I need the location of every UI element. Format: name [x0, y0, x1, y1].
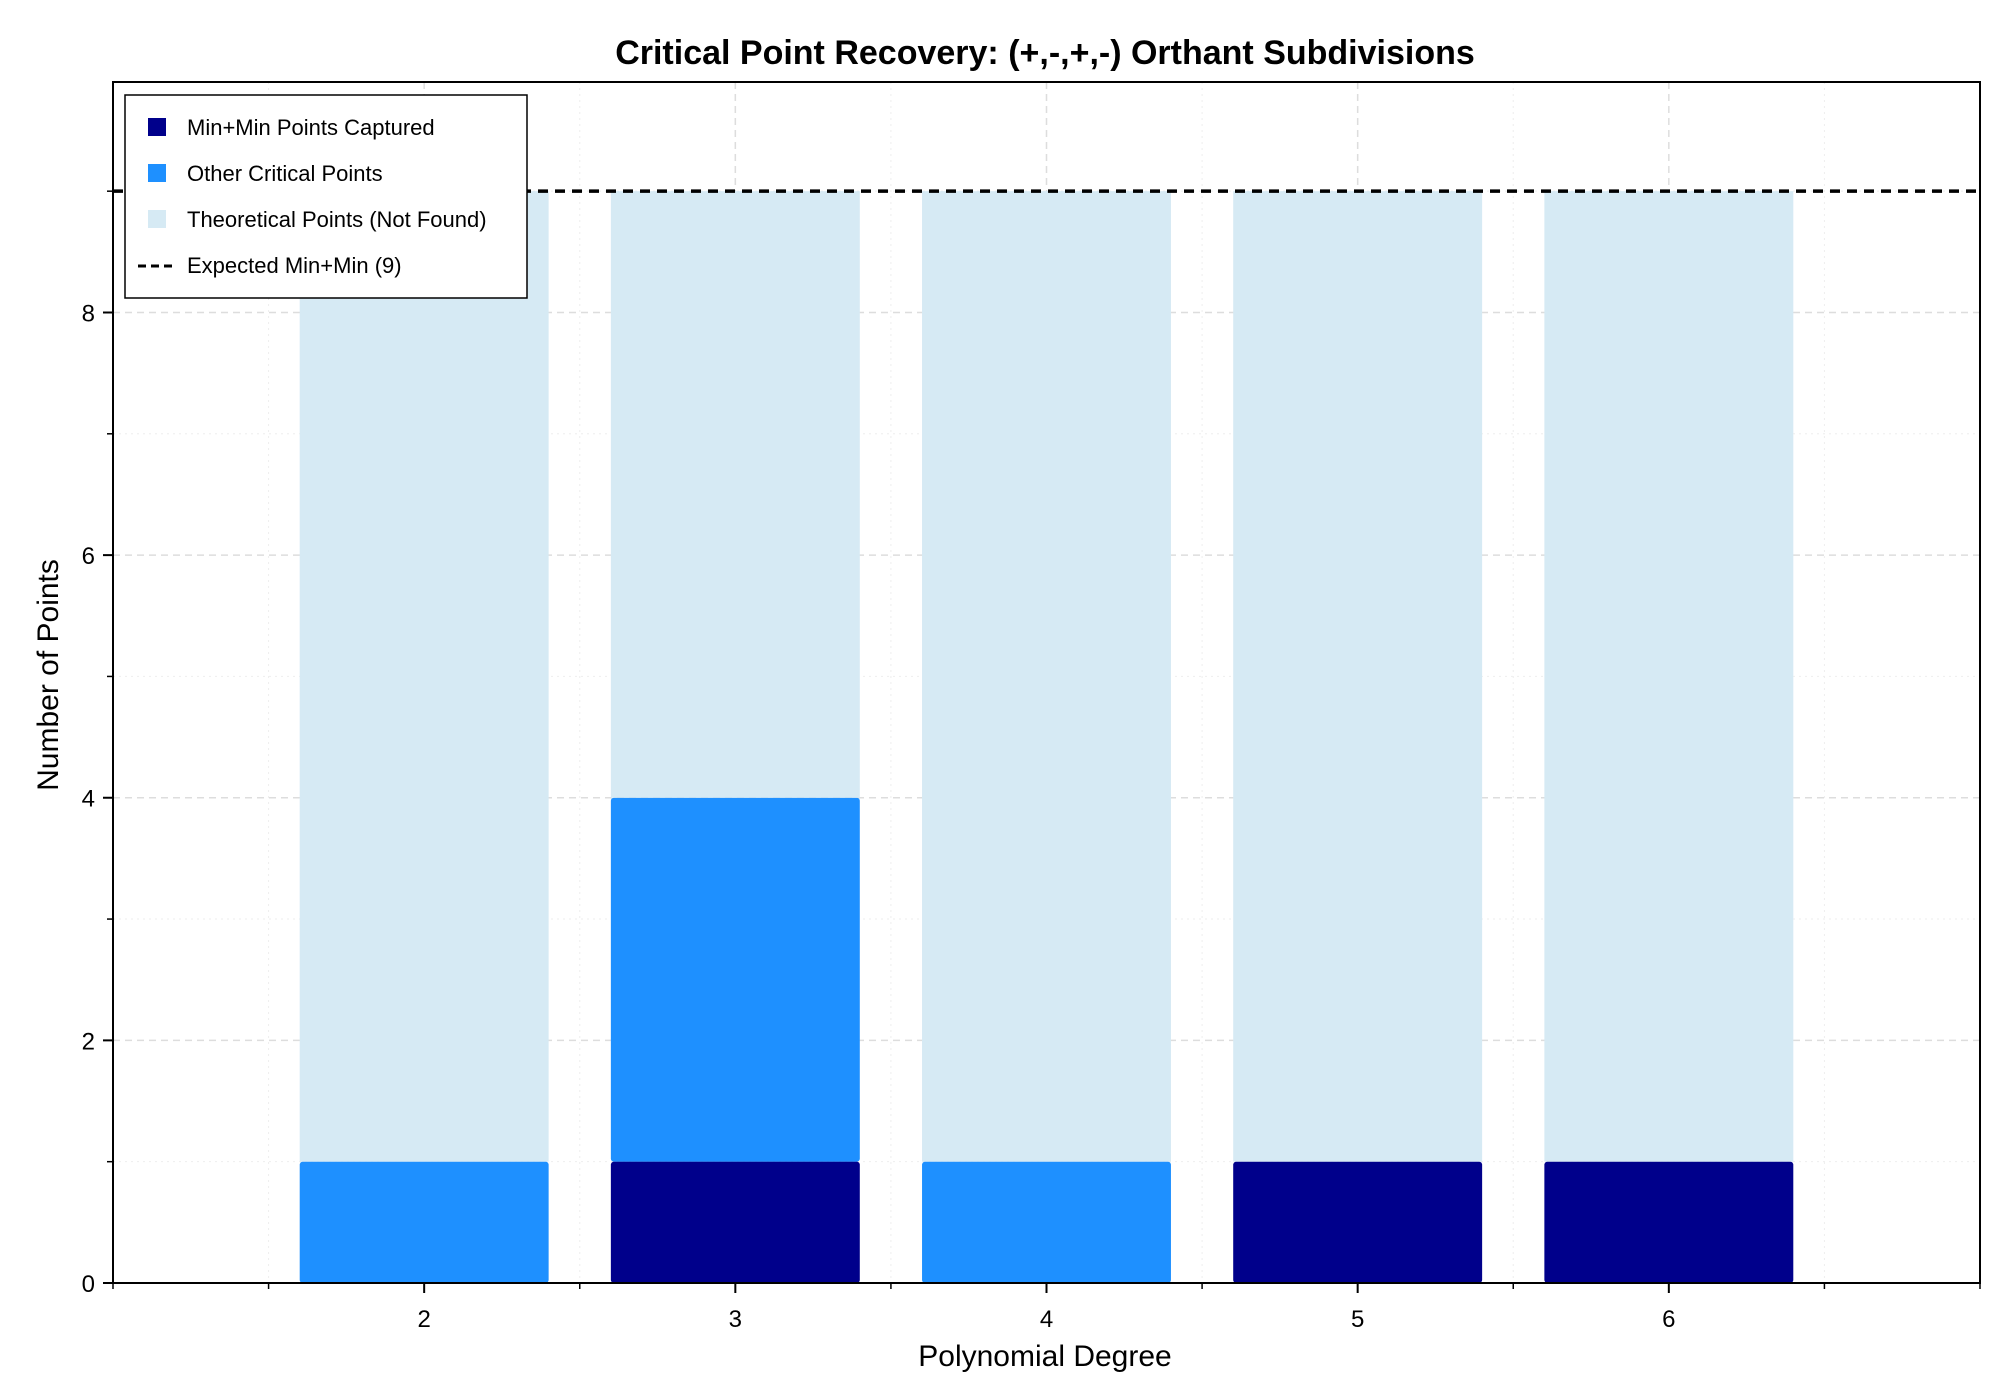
- y-tick-label-0: 0: [82, 1271, 95, 1298]
- y-tick-label-4: 4: [82, 786, 95, 813]
- legend-label-0: Min+Min Points Captured: [187, 115, 435, 140]
- bar-6-series-2: [1544, 191, 1794, 1162]
- x-axis-label: Polynomial Degree: [918, 1340, 1171, 1373]
- y-axis-ticks: 0 2 4 6 8: [82, 190, 113, 1298]
- bar-6-series-0: [1544, 1161, 1794, 1283]
- bar-2-series-1: [299, 1161, 549, 1283]
- bar-4-series-1: [922, 1161, 1171, 1283]
- x-tick-label-3: 3: [729, 1306, 742, 1333]
- bar-4-series-2: [922, 191, 1171, 1162]
- bar-5-series-0: [1233, 1161, 1483, 1283]
- legend-box: [124, 94, 528, 299]
- legend-swatch-1: [148, 164, 166, 182]
- legend-label-2: Theoretical Points (Not Found): [187, 207, 487, 232]
- bar-3-series-0: [610, 1161, 860, 1283]
- bars: [299, 191, 1794, 1283]
- y-tick-label-8: 8: [82, 300, 95, 327]
- y-axis-label: Number of Points: [32, 559, 65, 791]
- x-tick-label-5: 5: [1351, 1306, 1364, 1333]
- x-tick-label-2: 2: [417, 1306, 430, 1333]
- bar-2-series-2: [299, 191, 549, 1162]
- y-tick-label-6: 6: [82, 543, 95, 570]
- y-tick-label-2: 2: [82, 1028, 95, 1055]
- x-tick-label-6: 6: [1662, 1306, 1675, 1333]
- x-tick-label-4: 4: [1040, 1306, 1053, 1333]
- legend-label-reference: Expected Min+Min (9): [187, 253, 402, 278]
- legend: Min+Min Points Captured Other Critical Po…: [124, 94, 528, 299]
- legend-swatch-0: [148, 118, 166, 136]
- bar-5-series-2: [1233, 191, 1483, 1162]
- legend-label-1: Other Critical Points: [187, 161, 383, 186]
- legend-swatch-2: [148, 210, 166, 228]
- chart-title: Critical Point Recovery: (+,-,+,-) Ortha…: [615, 34, 1475, 72]
- x-axis-ticks: 2 3 4 5 6: [112, 1283, 1981, 1333]
- bar-3-series-2: [610, 191, 860, 798]
- bar-3-series-1: [610, 797, 860, 1162]
